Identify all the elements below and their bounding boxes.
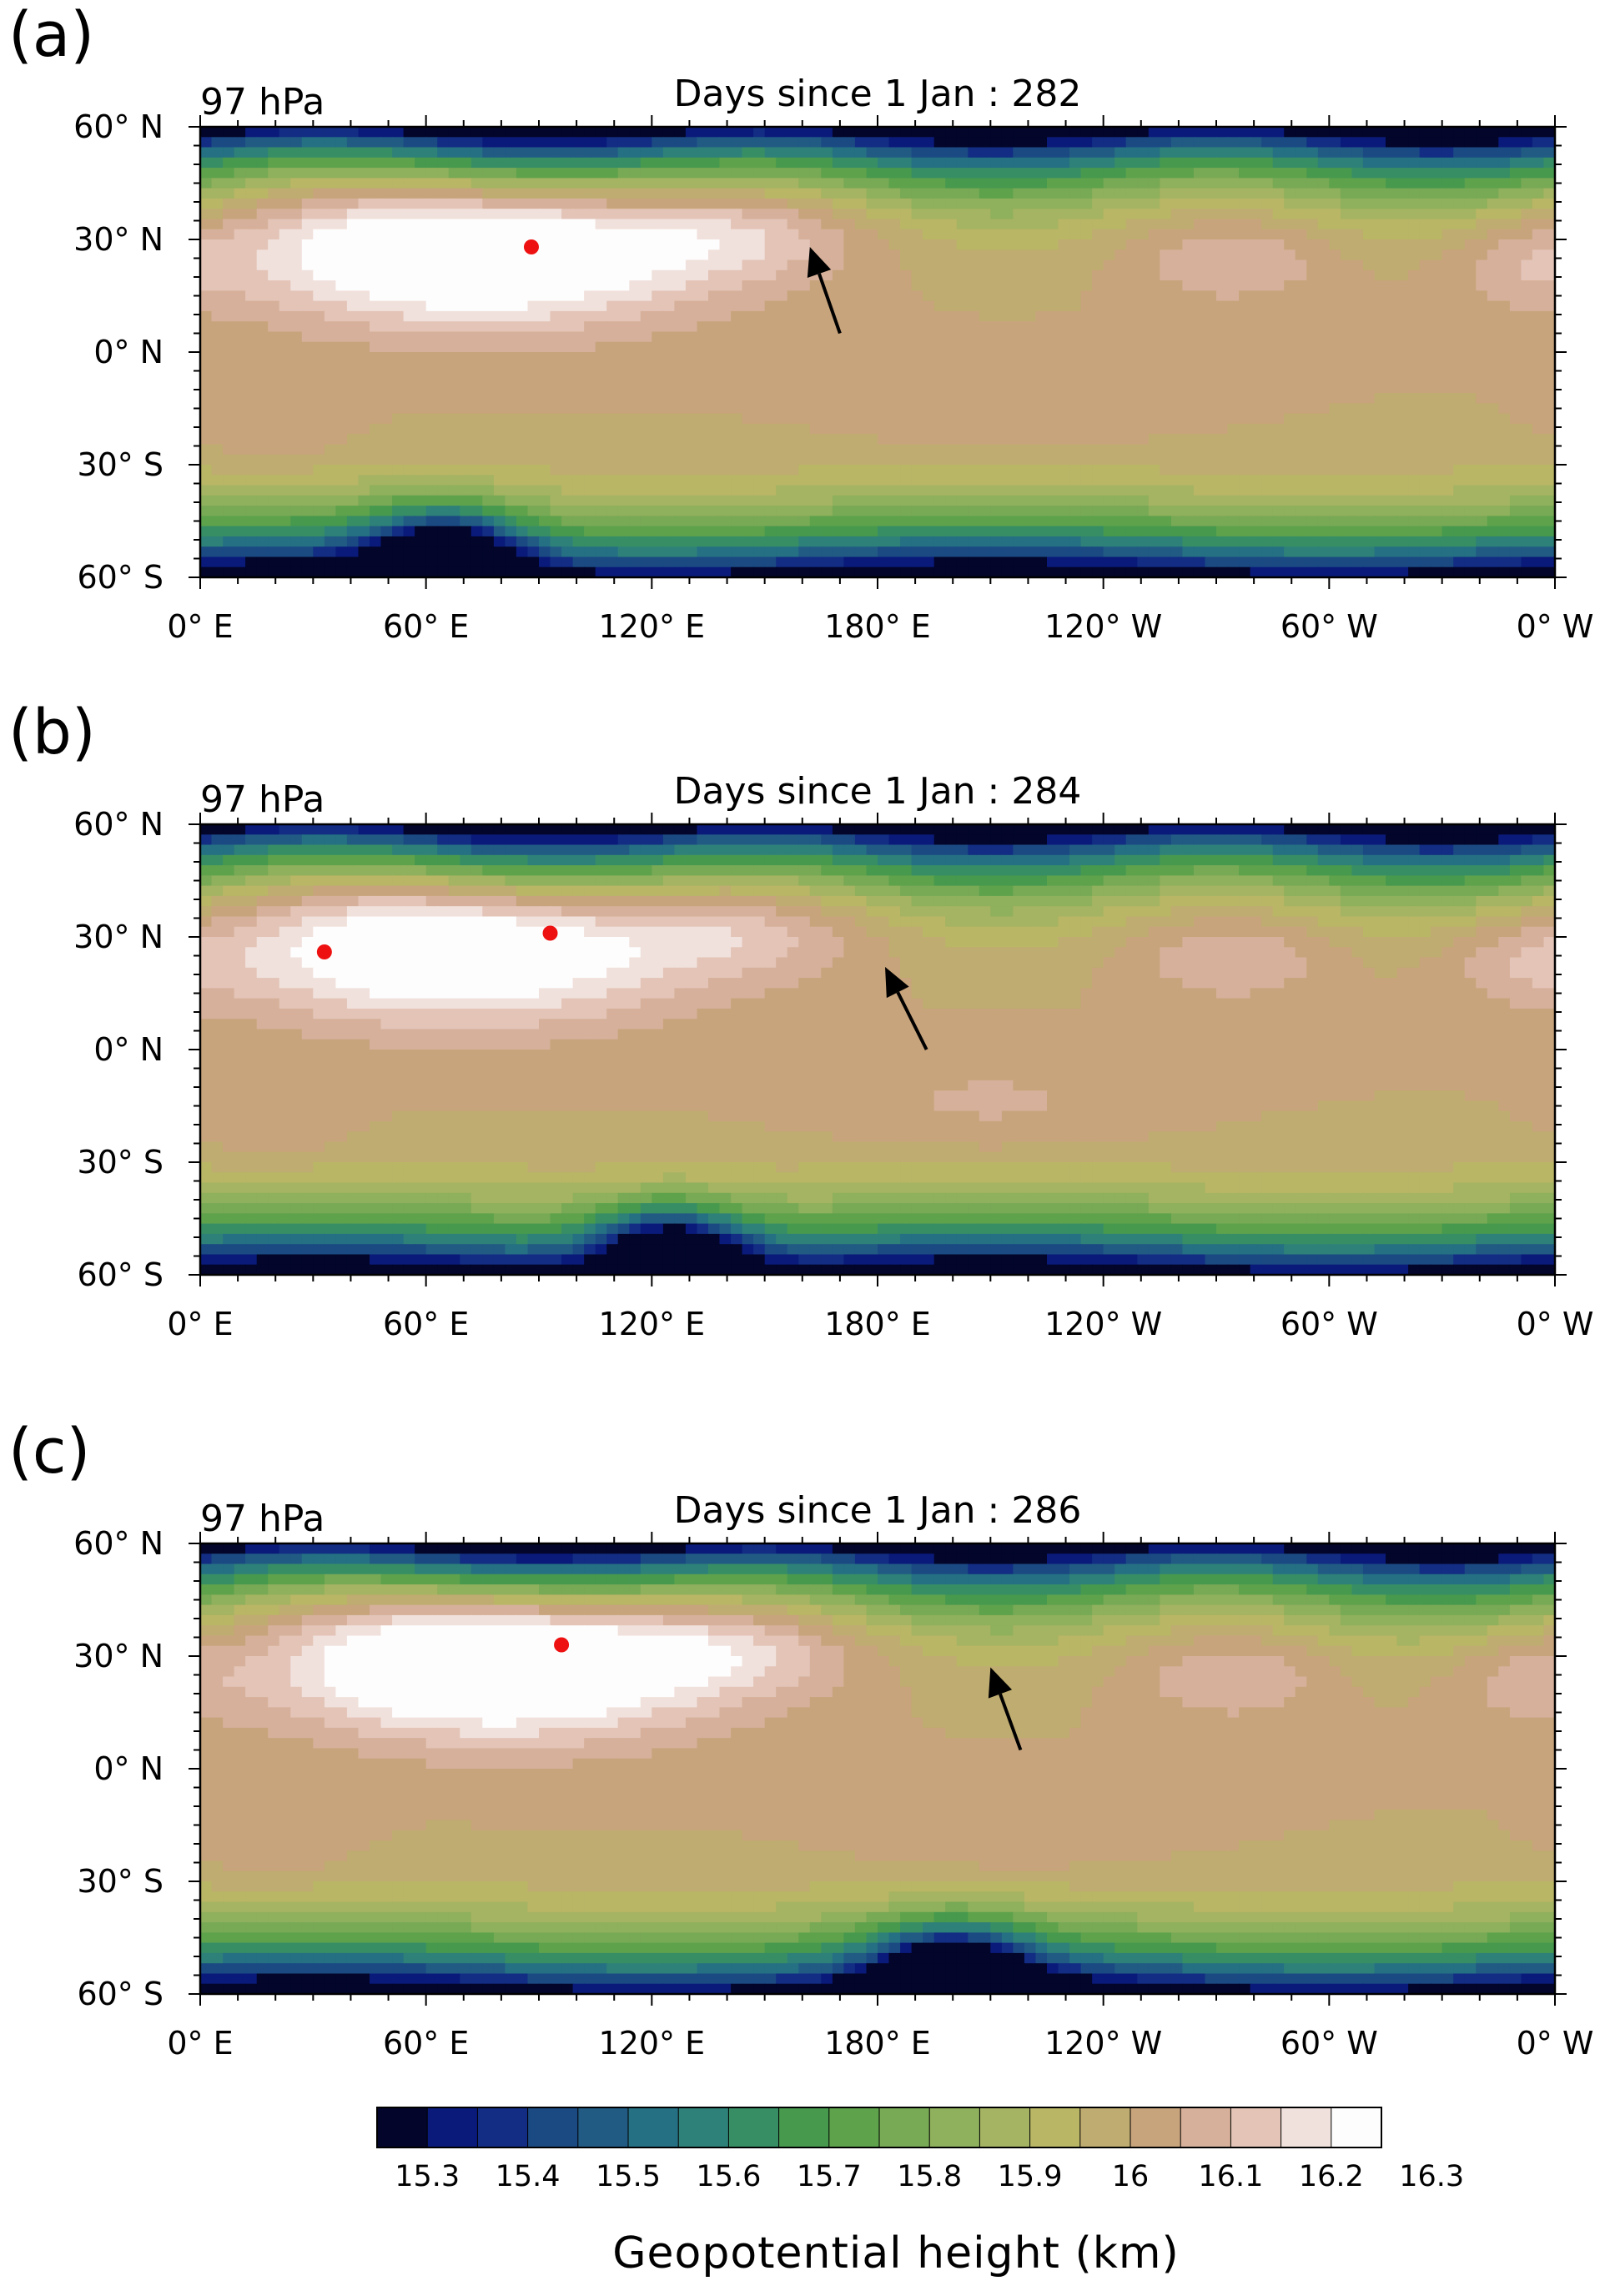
colorbar-swatch (979, 2107, 1031, 2147)
geopotential-field (200, 1543, 1555, 1994)
lon-tick-label: 120° E (599, 1306, 706, 1342)
lat-tick-label: 0° N (93, 1031, 164, 1068)
lon-tick-label: 60° W (1280, 608, 1378, 645)
colorbar-tick-label: 16.1 (1198, 2160, 1263, 2193)
direction-arrow (807, 247, 842, 335)
colorbar-tick-label: 15.4 (496, 2160, 561, 2193)
colorbar-swatch (728, 2107, 780, 2147)
colorbar-swatch (678, 2107, 729, 2147)
direction-arrow (988, 1667, 1023, 1751)
lon-tick-label: 180° E (824, 1306, 931, 1342)
lon-tick-label: 180° E (824, 2025, 931, 2062)
panel-label: (a) (8, 0, 94, 71)
lon-tick-label: 60° W (1280, 2025, 1378, 2062)
panel-label: (b) (8, 697, 96, 768)
colorbar-swatch (828, 2107, 880, 2147)
pressure-level-label: 97 hPa (200, 81, 325, 123)
anticyclone-center-marker (554, 1637, 570, 1653)
lon-tick-label: 120° E (599, 608, 706, 645)
lat-tick-label: 60° S (77, 1976, 164, 2012)
geopotential-field (200, 127, 1555, 577)
map-panel-a: (a) 97 hPa Days since 1 Jan : 282 60° N 30° … (8, 0, 1593, 645)
lon-tick-label: 0° W (1517, 2025, 1594, 2062)
colorbar-tick-label: 15.8 (897, 2160, 962, 2193)
colorbar-swatch (628, 2107, 679, 2147)
lat-tick-label: 60° N (73, 108, 164, 145)
lon-tick-label: 0° E (167, 608, 233, 645)
lat-tick-label: 30° S (77, 1863, 164, 1900)
lat-tick-label: 60° N (73, 1525, 164, 1562)
colorbar-swatch (1029, 2107, 1081, 2147)
colorbar-swatch (1331, 2107, 1382, 2147)
anticyclone-center-marker (542, 925, 558, 941)
lon-tick-label: 0° E (167, 1306, 233, 1342)
colorbar-swatch (778, 2107, 830, 2147)
lat-tick-label: 30° N (73, 1638, 164, 1674)
lon-tick-label: 60° E (383, 1306, 469, 1342)
colorbar-swatch (1130, 2107, 1181, 2147)
lat-tick-label: 60° S (77, 559, 164, 596)
pressure-level-label: 97 hPa (200, 778, 325, 821)
lon-tick-label: 60° E (383, 2025, 469, 2062)
colorbar-tick-label: 15.7 (797, 2160, 862, 2193)
lon-tick-label: 0° W (1517, 1306, 1594, 1342)
lat-tick-label: 0° N (93, 1750, 164, 1787)
lat-tick-label: 30° N (73, 919, 164, 955)
lat-tick-label: 30° S (77, 1144, 164, 1181)
colorbar-tick-label: 15.3 (395, 2160, 460, 2193)
colorbar-swatch (427, 2107, 478, 2147)
map-panel-b: (b) 97 hPa Days since 1 Jan : 284 60° N 30° … (8, 697, 1593, 1342)
lat-tick-label: 30° N (73, 221, 164, 258)
pressure-level-label: 97 hPa (200, 1498, 325, 1540)
colorbar-tick-label: 15.9 (998, 2160, 1063, 2193)
lat-tick-label: 60° S (77, 1256, 164, 1293)
colorbar-tick-label: 16 (1112, 2160, 1150, 2193)
lat-tick-label: 30° S (77, 446, 164, 483)
colorbar-swatch (1079, 2107, 1131, 2147)
colorbar-swatch (1180, 2107, 1231, 2147)
colorbar-swatch (1230, 2107, 1282, 2147)
colorbar-tick-labels: 15.3 15.4 15.5 15.6 15.7 15.8 15.9 16 16.1 16.2 16… (395, 2160, 1464, 2193)
lon-tick-label: 120° W (1044, 608, 1162, 645)
lon-tick-label: 0° W (1517, 608, 1594, 645)
anticyclone-center-marker (316, 944, 332, 959)
colorbar-swatch (377, 2107, 428, 2147)
colorbar-swatch (577, 2107, 629, 2147)
lon-tick-label: 60° E (383, 608, 469, 645)
lon-tick-label: 180° E (824, 608, 931, 645)
map-panel-c: (c) 97 hPa Days since 1 Jan : 286 60° N 30° … (8, 1416, 1593, 2062)
colorbar: 15.3 15.4 15.5 15.6 15.7 15.8 15.9 16 16.1 16.2 16… (376, 2107, 1464, 2278)
panel-group: (a) 97 hPa Days since 1 Jan : 282 60° N 30° … (8, 0, 1593, 2062)
lat-tick-label: 60° N (73, 806, 164, 843)
lon-tick-label: 120° W (1044, 2025, 1162, 2062)
lon-tick-label: 120° W (1044, 1306, 1162, 1342)
lon-tick-label: 120° E (599, 2025, 706, 2062)
colorbar-tick-label: 15.5 (596, 2160, 661, 2193)
colorbar-tick-label: 15.6 (696, 2160, 761, 2193)
colorbar-swatches (376, 2107, 1382, 2148)
colorbar-swatch (1280, 2107, 1332, 2147)
days-since-title: Days since 1 Jan : 284 (674, 770, 1082, 813)
lat-tick-label: 0° N (93, 334, 164, 370)
colorbar-swatch (527, 2107, 579, 2147)
geopotential-field (200, 824, 1555, 1275)
colorbar-swatch (477, 2107, 529, 2147)
anticyclone-center-marker (523, 239, 539, 254)
days-since-title: Days since 1 Jan : 282 (674, 73, 1082, 115)
direction-arrow (885, 967, 928, 1050)
lon-tick-label: 60° W (1280, 1306, 1378, 1342)
days-since-title: Days since 1 Jan : 286 (674, 1489, 1082, 1532)
colorbar-tick-label: 16.2 (1299, 2160, 1364, 2193)
colorbar-swatch (929, 2107, 980, 2147)
colorbar-tick-label: 16.3 (1399, 2160, 1464, 2193)
panel-label: (c) (8, 1416, 90, 1488)
lon-tick-label: 0° E (167, 2025, 233, 2062)
colorbar-title: Geopotential height (km) (612, 2228, 1180, 2278)
colorbar-swatch (879, 2107, 930, 2147)
